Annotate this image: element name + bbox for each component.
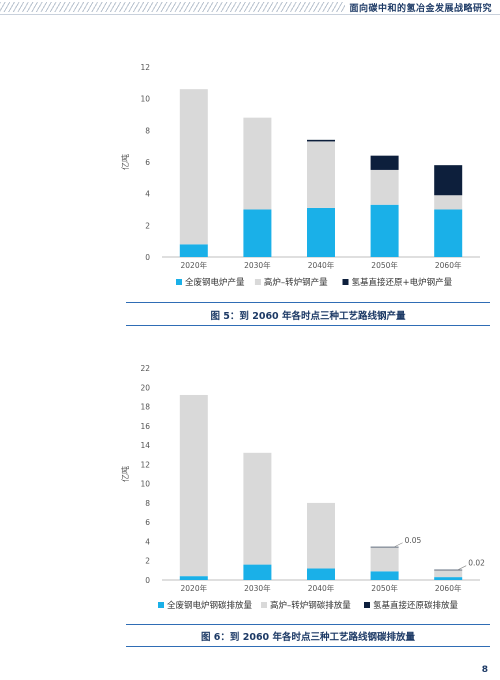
bar-segment <box>307 502 335 569</box>
figure-caption: 图 5：到 2060 年各时点三种工艺路线钢产量 <box>210 311 406 322</box>
bar-segment <box>179 244 208 257</box>
y-tick-label: 0 <box>145 576 150 585</box>
y-tick-label: 12 <box>140 460 150 469</box>
y-tick-label: 20 <box>140 383 150 392</box>
y-tick-label: 2 <box>145 221 150 230</box>
y-axis-label: 亿吨 <box>120 154 130 170</box>
bar-segment <box>370 546 399 548</box>
bar-segment <box>370 571 399 580</box>
legend-label: 氢基直接还原碳排放量 <box>373 600 459 611</box>
caption-rule-top <box>126 302 490 303</box>
y-tick-label: 10 <box>140 480 150 489</box>
page-number: 8 <box>481 665 488 675</box>
bar-segment <box>370 169 399 205</box>
caption-rule-bottom <box>126 325 490 326</box>
y-tick-label: 10 <box>140 95 150 104</box>
bar-segment <box>434 195 463 210</box>
y-tick-label: 4 <box>145 190 150 199</box>
legend-swatch <box>342 279 349 285</box>
data-annotation: 0.02 <box>468 559 485 568</box>
y-tick-label: 4 <box>145 537 150 546</box>
bar-segment <box>307 139 335 142</box>
bar-segment <box>434 209 463 257</box>
bar-segment <box>243 117 272 210</box>
y-tick-label: 12 <box>140 63 150 72</box>
bar-segment <box>179 89 208 245</box>
legend-swatch <box>158 602 164 608</box>
legend-swatch <box>261 602 267 608</box>
legend-label: 全废钢电炉钢碳排放量 <box>167 600 253 611</box>
bar-segment <box>243 564 272 580</box>
legend-swatch <box>254 279 261 285</box>
y-axis-label: 亿吨 <box>120 466 130 482</box>
page-header: 面向碳中和的氢冶金发展战略研究 <box>0 0 500 18</box>
bar-segment <box>370 155 399 170</box>
annotation-leader <box>458 565 467 570</box>
figure-caption: 图 6：到 2060 年各时点三种工艺路线钢碳排放量 <box>201 632 415 643</box>
caption-rule-top <box>126 624 490 625</box>
caption-rule-bottom <box>126 646 490 647</box>
legend-swatch <box>364 602 370 608</box>
y-tick-label: 8 <box>145 126 150 135</box>
y-tick-label: 18 <box>140 403 150 412</box>
annotation-leader <box>394 542 403 548</box>
data-annotation: 0.05 <box>405 536 422 545</box>
bar-segment <box>434 165 463 196</box>
bar-segment <box>307 207 335 257</box>
header-title: 面向碳中和的氢冶金发展战略研究 <box>349 4 492 14</box>
y-tick-label: 6 <box>145 158 150 167</box>
y-tick-label: 16 <box>140 422 150 431</box>
x-tick-label: 2060年 <box>435 583 462 593</box>
bar-segment <box>243 209 272 257</box>
y-tick-label: 2 <box>145 557 150 566</box>
chart-steel-output: 亿吨 0 2 4 6 8 10 12 2020年 2030年 2040年 2050年 2060年全废钢电… <box>120 63 480 288</box>
x-tick-label: 2020年 <box>181 260 208 270</box>
legend-label: 高炉–转炉钢产量 <box>264 277 328 288</box>
legend-swatch <box>176 279 182 285</box>
bar-segment <box>434 569 463 578</box>
y-tick-label: 8 <box>145 499 150 508</box>
x-tick-label: 2020年 <box>181 583 208 593</box>
y-tick-label: 14 <box>140 441 150 450</box>
x-tick-label: 2040年 <box>308 260 335 270</box>
x-tick-label: 2050年 <box>371 583 398 593</box>
bar-segment <box>434 577 463 580</box>
x-tick-label: 2050年 <box>371 260 398 270</box>
bar-segment <box>243 452 272 565</box>
bar-segment <box>179 394 208 577</box>
bar-segment <box>179 576 208 580</box>
legend-label: 氢基直接还原+电炉钢产量 <box>352 277 453 288</box>
x-tick-label: 2030年 <box>244 583 271 593</box>
x-tick-label: 2030年 <box>244 260 271 270</box>
bar-segment <box>434 569 463 571</box>
legend-label: 全废钢电炉产量 <box>185 277 245 288</box>
x-tick-label: 2060年 <box>435 260 462 270</box>
header-stripes <box>0 2 345 12</box>
bar-segment <box>307 568 335 580</box>
bar-segment <box>307 141 335 208</box>
header-rule <box>0 14 500 15</box>
bar-segment <box>370 547 399 572</box>
x-tick-label: 2040年 <box>308 583 335 593</box>
y-tick-label: 22 <box>140 364 150 373</box>
legend-label: 高炉–转炉钢碳排放量 <box>270 600 351 611</box>
y-tick-label: 6 <box>145 518 150 527</box>
chart-steel-emissions: 亿吨 0 2 4 6 8 10 12 14 16 18 20 22 2020年 2030年 2040年 2050… <box>120 364 485 611</box>
y-tick-label: 0 <box>145 253 150 262</box>
bar-segment <box>370 204 399 257</box>
